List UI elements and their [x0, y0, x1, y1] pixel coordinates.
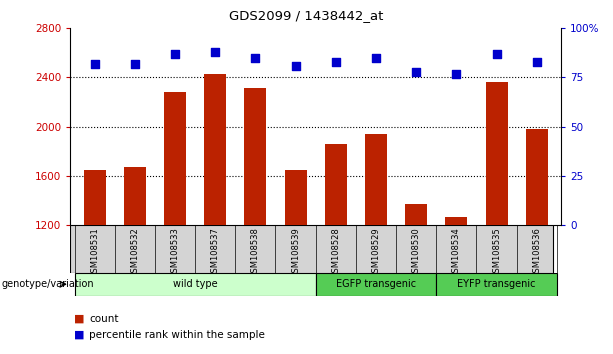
Text: GSM108532: GSM108532 — [131, 227, 139, 278]
Bar — [284, 170, 306, 225]
Text: percentile rank within the sample: percentile rank within the sample — [89, 330, 265, 339]
Bar — [245, 88, 267, 225]
Bar — [485, 82, 508, 225]
Bar — [124, 167, 146, 225]
Bar — [204, 74, 226, 225]
Point — [130, 61, 140, 67]
Point — [210, 49, 220, 55]
Text: GSM108531: GSM108531 — [90, 227, 99, 278]
Point — [492, 51, 501, 57]
Point — [291, 63, 300, 68]
Text: GSM108529: GSM108529 — [371, 227, 381, 278]
Text: GSM108530: GSM108530 — [412, 227, 421, 278]
Text: GDS2099 / 1438442_at: GDS2099 / 1438442_at — [229, 9, 384, 22]
Text: ■: ■ — [74, 330, 84, 339]
Point — [411, 69, 421, 74]
Text: EGFP transgenic: EGFP transgenic — [336, 279, 416, 289]
Text: GSM108535: GSM108535 — [492, 227, 501, 278]
Bar — [445, 217, 468, 225]
Bar — [164, 92, 186, 225]
Text: GSM108528: GSM108528 — [331, 227, 340, 278]
Bar — [83, 170, 105, 225]
Bar — [526, 129, 548, 225]
Text: wild type: wild type — [173, 279, 218, 289]
Point — [532, 59, 542, 64]
Text: genotype/variation: genotype/variation — [2, 279, 94, 289]
Bar — [75, 273, 316, 296]
Text: GSM108537: GSM108537 — [211, 227, 219, 278]
Bar — [436, 273, 557, 296]
Point — [452, 71, 462, 76]
Point — [331, 59, 341, 64]
Text: EYFP transgenic: EYFP transgenic — [457, 279, 536, 289]
Text: count: count — [89, 314, 118, 324]
Bar — [316, 273, 436, 296]
Text: GSM108536: GSM108536 — [532, 227, 541, 278]
Bar — [405, 204, 427, 225]
Point — [170, 51, 180, 57]
Bar — [365, 134, 387, 225]
Text: GSM108533: GSM108533 — [170, 227, 180, 278]
Point — [371, 55, 381, 61]
Point — [89, 61, 99, 67]
Text: ■: ■ — [74, 314, 84, 324]
Text: GSM108534: GSM108534 — [452, 227, 461, 278]
Text: GSM108538: GSM108538 — [251, 227, 260, 278]
Text: GSM108539: GSM108539 — [291, 227, 300, 278]
Bar — [325, 144, 347, 225]
Point — [251, 55, 261, 61]
